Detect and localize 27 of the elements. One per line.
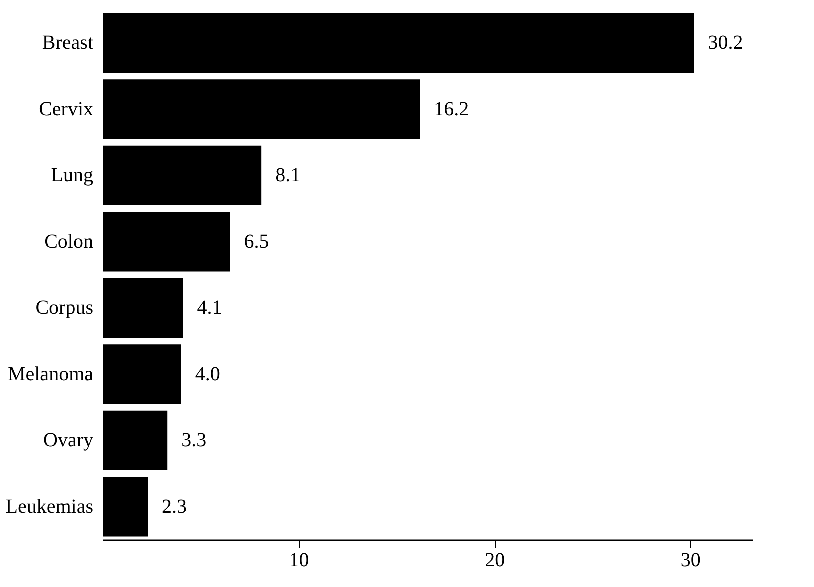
x-tick-label: 30 — [680, 550, 701, 572]
data-label: 16.2 — [434, 98, 470, 120]
bar — [103, 80, 420, 140]
y-tick-label: Leukemias — [6, 496, 94, 518]
bar — [103, 410, 168, 470]
data-label: 30.2 — [708, 32, 744, 54]
data-label: 3.3 — [182, 430, 207, 452]
x-tick-label: 20 — [485, 550, 506, 572]
bar — [103, 344, 182, 404]
data-label: 6.5 — [244, 230, 270, 253]
y-tick-label: Melanoma — [8, 363, 94, 386]
y-tick-label: Ovary — [44, 430, 94, 452]
bar — [103, 146, 262, 206]
data-label: 4.0 — [195, 363, 220, 386]
y-tick-label: Colon — [44, 230, 94, 253]
x-tick-label: 10 — [289, 550, 310, 572]
data-label: 4.1 — [197, 297, 222, 320]
bar — [103, 212, 230, 272]
bar — [103, 278, 184, 338]
bar — [103, 477, 148, 537]
y-tick-label: Corpus — [36, 297, 94, 320]
y-tick-label: Cervix — [39, 98, 94, 120]
data-label: 8.1 — [276, 164, 301, 187]
y-tick-label: Breast — [42, 32, 94, 54]
y-tick-label: Lung — [51, 164, 94, 187]
data-label: 2.3 — [162, 496, 188, 518]
bar — [103, 13, 694, 73]
